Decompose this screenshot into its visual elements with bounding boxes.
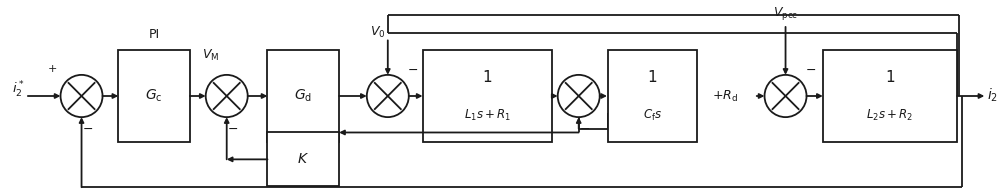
Text: $V_0$: $V_0$	[370, 25, 385, 40]
Text: $1$: $1$	[885, 69, 895, 85]
Bar	[118, 50, 190, 142]
Text: $L_1 s + R_1$: $L_1 s + R_1$	[464, 108, 511, 123]
Bar	[608, 50, 697, 142]
Bar	[823, 50, 957, 142]
Ellipse shape	[765, 75, 807, 117]
Text: $+ R_\mathrm{d}$: $+ R_\mathrm{d}$	[712, 89, 738, 103]
Bar	[267, 132, 339, 186]
Bar	[423, 50, 552, 142]
Text: $-$: $-$	[407, 63, 418, 76]
Ellipse shape	[367, 75, 409, 117]
Text: $-$: $-$	[82, 122, 93, 135]
Ellipse shape	[558, 75, 600, 117]
Text: $i_2$: $i_2$	[987, 86, 998, 104]
Text: $V_\mathrm{M}$: $V_\mathrm{M}$	[202, 48, 219, 63]
Text: $K$: $K$	[297, 152, 309, 166]
Text: PI: PI	[149, 28, 160, 41]
Text: $i_2^*$: $i_2^*$	[12, 80, 25, 100]
Text: $-$: $-$	[227, 122, 239, 135]
Text: $1$: $1$	[647, 69, 657, 85]
Text: $L_2 s + R_2$: $L_2 s + R_2$	[866, 108, 914, 123]
Text: $C_\mathrm{f} s$: $C_\mathrm{f} s$	[643, 108, 662, 123]
Ellipse shape	[206, 75, 248, 117]
Text: $1$: $1$	[482, 69, 492, 85]
Text: $-$: $-$	[579, 122, 591, 135]
Text: +: +	[48, 64, 57, 74]
Text: $G_\mathrm{c}$: $G_\mathrm{c}$	[145, 88, 163, 104]
Ellipse shape	[61, 75, 103, 117]
Text: $G_\mathrm{d}$: $G_\mathrm{d}$	[294, 88, 312, 104]
Text: $-$: $-$	[805, 63, 816, 76]
Bar	[267, 50, 339, 142]
Text: $V_\mathrm{pcc}$: $V_\mathrm{pcc}$	[773, 5, 798, 22]
